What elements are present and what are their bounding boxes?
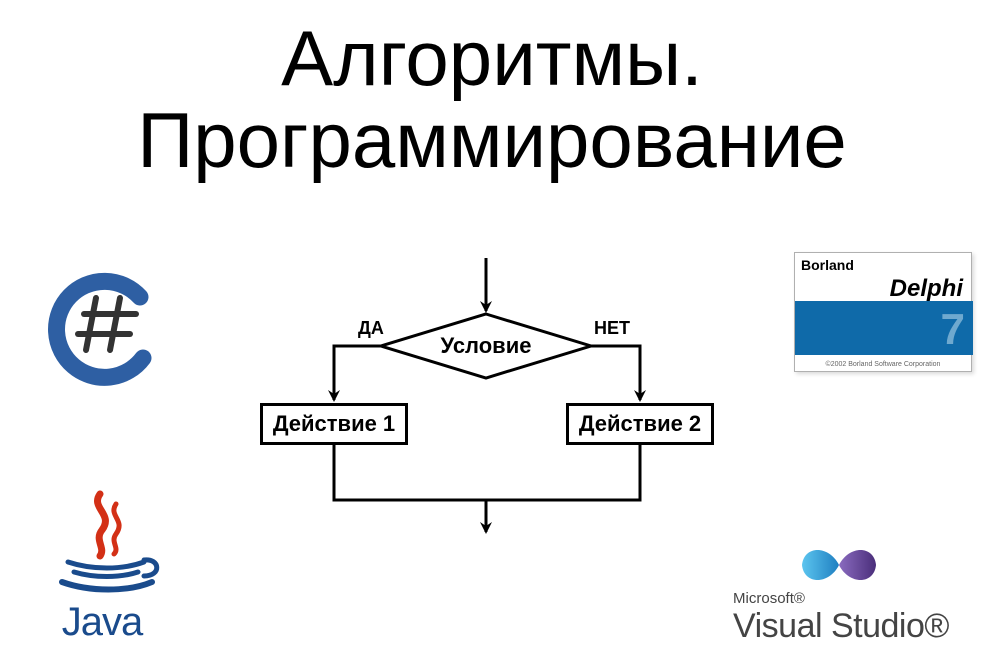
delphi-borland-text: Borland — [801, 257, 854, 273]
action-2-box: Действие 2 — [566, 403, 714, 445]
vs-name-text: Visual Studio® — [733, 607, 949, 646]
action-2-label: Действие 2 — [579, 411, 701, 437]
edge-label-yes: ДА — [358, 318, 384, 339]
vs-microsoft-text: Microsoft® — [733, 590, 949, 607]
java-icon — [32, 490, 172, 600]
action-1-label: Действие 1 — [273, 411, 395, 437]
edge-label-no: НЕТ — [594, 318, 630, 339]
slide: Алгоритмы. Программирование Ус — [0, 0, 984, 654]
delphi-name-text: Delphi — [890, 275, 963, 303]
condition-label: Условие — [381, 314, 591, 378]
visual-studio-logo: Microsoft® Visual Studio® — [704, 540, 974, 646]
java-logo: Java — [32, 490, 172, 645]
csharp-icon — [42, 272, 162, 392]
delphi-version-text: 7 — [941, 305, 965, 355]
action-1-box: Действие 1 — [260, 403, 408, 445]
delphi-footer-text: ©2002 Borland Software Corporation — [801, 361, 965, 368]
delphi-logo: Borland Delphi 7 ©2002 Borland Software … — [794, 252, 972, 372]
java-text: Java — [32, 600, 172, 645]
csharp-logo — [42, 272, 162, 392]
visual-studio-icon — [794, 540, 884, 590]
